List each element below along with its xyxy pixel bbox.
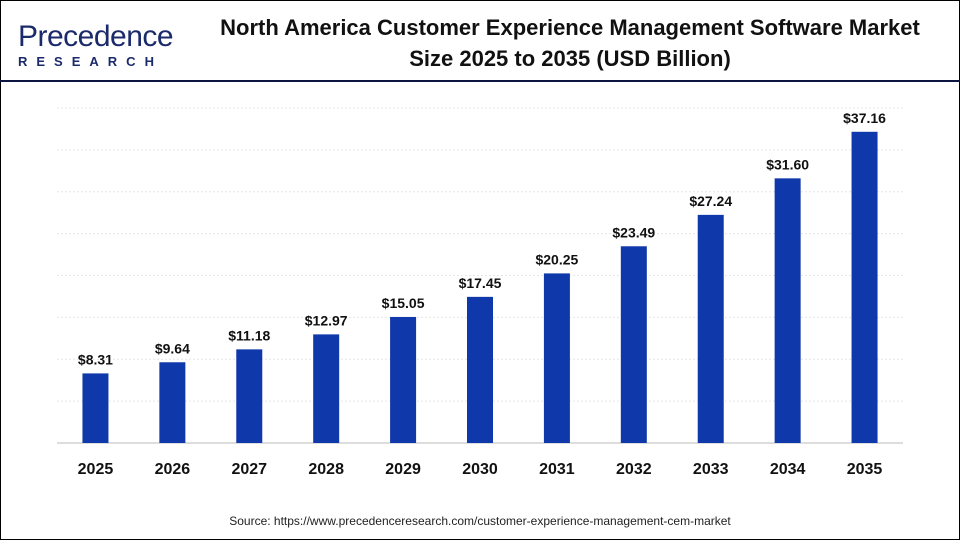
x-tick-label: 2032 — [616, 461, 652, 478]
x-tick-label: 2033 — [693, 461, 729, 478]
bar — [82, 373, 109, 443]
bar — [543, 273, 570, 443]
x-tick-label: 2034 — [770, 461, 806, 478]
data-label: $27.24 — [689, 193, 732, 209]
x-tick-label: 2028 — [308, 461, 344, 478]
logo: Precedence RESEARCH — [18, 20, 174, 70]
data-label: $17.45 — [459, 275, 502, 291]
bar — [159, 362, 186, 443]
data-label: $20.25 — [535, 251, 578, 267]
source-note: Source: https://www.precedenceresearch.c… — [229, 514, 731, 528]
x-tick-label: 2029 — [385, 461, 421, 478]
data-label: $12.97 — [305, 312, 348, 328]
data-label: $37.16 — [843, 110, 886, 126]
bar — [851, 131, 878, 443]
x-tick-label: 2026 — [155, 461, 191, 478]
header-divider — [0, 80, 960, 82]
logo-wordmark: Precedence — [18, 20, 174, 53]
data-label: $23.49 — [612, 224, 655, 240]
bar — [774, 178, 801, 443]
x-tick-label: 2025 — [78, 461, 114, 478]
data-label: $31.60 — [766, 156, 809, 172]
x-tick-label: 2030 — [462, 461, 498, 478]
data-label: $11.18 — [228, 327, 270, 343]
data-label: $15.05 — [382, 295, 425, 311]
chart-title: North America Customer Experience Manage… — [220, 15, 920, 71]
logo-subtitle: RESEARCH — [18, 54, 163, 69]
bar — [697, 214, 724, 443]
data-label: $8.31 — [78, 351, 113, 367]
bar — [467, 296, 493, 443]
data-label: $9.64 — [155, 340, 190, 356]
bar — [390, 316, 417, 443]
bar — [620, 246, 647, 443]
x-tick-label: 2031 — [539, 461, 575, 478]
x-tick-label: 2035 — [847, 461, 883, 478]
x-tick-label: 2027 — [231, 461, 267, 478]
bar — [236, 349, 263, 443]
bar — [313, 334, 340, 443]
